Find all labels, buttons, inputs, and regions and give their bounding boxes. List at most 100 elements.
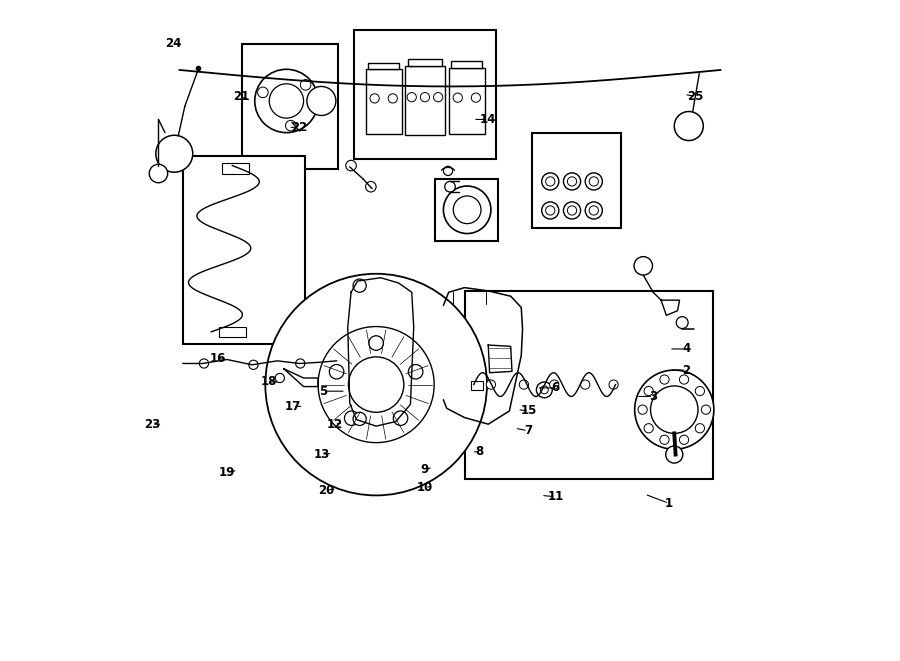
Circle shape bbox=[257, 87, 268, 98]
Circle shape bbox=[149, 165, 167, 182]
Circle shape bbox=[567, 176, 577, 186]
Circle shape bbox=[585, 202, 602, 219]
Text: 21: 21 bbox=[233, 90, 249, 103]
Circle shape bbox=[542, 202, 559, 219]
Circle shape bbox=[275, 373, 284, 383]
Circle shape bbox=[345, 411, 359, 426]
Circle shape bbox=[346, 161, 356, 171]
Circle shape bbox=[269, 84, 303, 118]
Circle shape bbox=[307, 87, 336, 116]
Circle shape bbox=[676, 317, 688, 329]
Text: 5: 5 bbox=[319, 385, 327, 398]
Text: 10: 10 bbox=[417, 481, 433, 494]
Bar bbox=[405, 66, 445, 136]
Circle shape bbox=[545, 206, 555, 215]
Circle shape bbox=[353, 279, 366, 292]
Circle shape bbox=[638, 405, 647, 414]
Circle shape bbox=[296, 359, 305, 368]
Circle shape bbox=[370, 94, 379, 103]
Circle shape bbox=[540, 386, 548, 394]
Circle shape bbox=[696, 387, 705, 396]
Text: 12: 12 bbox=[327, 418, 343, 431]
Circle shape bbox=[563, 173, 580, 190]
Circle shape bbox=[266, 274, 487, 495]
Text: 18: 18 bbox=[260, 375, 277, 389]
Circle shape bbox=[329, 364, 344, 379]
Bar bbox=[436, 178, 499, 241]
Circle shape bbox=[454, 196, 481, 223]
Circle shape bbox=[444, 186, 490, 233]
Circle shape bbox=[550, 380, 559, 389]
Circle shape bbox=[486, 380, 496, 389]
Circle shape bbox=[674, 112, 703, 141]
Text: 4: 4 bbox=[682, 342, 690, 356]
Circle shape bbox=[680, 375, 688, 384]
Circle shape bbox=[660, 435, 669, 444]
Circle shape bbox=[301, 79, 310, 90]
Circle shape bbox=[580, 380, 590, 389]
Bar bbox=[183, 156, 305, 344]
Text: 7: 7 bbox=[524, 424, 532, 438]
Circle shape bbox=[644, 387, 653, 396]
Circle shape bbox=[545, 176, 555, 186]
Circle shape bbox=[634, 256, 652, 275]
Circle shape bbox=[634, 370, 714, 449]
Circle shape bbox=[472, 93, 481, 102]
Circle shape bbox=[609, 380, 618, 389]
Bar bbox=[449, 68, 485, 134]
Circle shape bbox=[519, 380, 528, 389]
Circle shape bbox=[369, 336, 383, 350]
Bar bbox=[368, 63, 400, 69]
Circle shape bbox=[563, 202, 580, 219]
Text: 19: 19 bbox=[219, 466, 235, 479]
Bar bbox=[533, 133, 622, 228]
Circle shape bbox=[444, 167, 453, 175]
Circle shape bbox=[453, 93, 463, 102]
Circle shape bbox=[542, 173, 559, 190]
Circle shape bbox=[644, 424, 653, 433]
Circle shape bbox=[585, 173, 602, 190]
Text: 22: 22 bbox=[292, 121, 308, 134]
Circle shape bbox=[536, 382, 553, 398]
Circle shape bbox=[660, 375, 669, 384]
Bar bbox=[408, 59, 442, 66]
Text: 20: 20 bbox=[318, 484, 334, 496]
Circle shape bbox=[680, 435, 688, 444]
Bar bbox=[222, 163, 248, 174]
Circle shape bbox=[388, 94, 398, 103]
Bar bbox=[355, 30, 496, 159]
Bar bbox=[451, 61, 482, 68]
Circle shape bbox=[666, 446, 683, 463]
Text: 16: 16 bbox=[210, 352, 226, 366]
Circle shape bbox=[156, 136, 193, 173]
Text: 25: 25 bbox=[688, 90, 704, 103]
Circle shape bbox=[318, 327, 434, 443]
Circle shape bbox=[407, 93, 417, 102]
Circle shape bbox=[285, 120, 296, 131]
Bar bbox=[365, 69, 401, 134]
Circle shape bbox=[420, 93, 429, 102]
Circle shape bbox=[701, 405, 710, 414]
Circle shape bbox=[696, 424, 705, 433]
Text: 1: 1 bbox=[665, 497, 673, 510]
Bar bbox=[465, 291, 713, 479]
Bar bbox=[471, 381, 483, 390]
Circle shape bbox=[567, 206, 577, 215]
Circle shape bbox=[590, 206, 598, 215]
Circle shape bbox=[651, 386, 698, 434]
Bar bbox=[242, 44, 338, 169]
Circle shape bbox=[365, 181, 376, 192]
Text: 2: 2 bbox=[682, 364, 690, 377]
Text: 11: 11 bbox=[547, 490, 563, 503]
Circle shape bbox=[409, 364, 423, 379]
Circle shape bbox=[445, 181, 455, 192]
Text: 13: 13 bbox=[313, 448, 329, 461]
Circle shape bbox=[348, 357, 404, 412]
Text: 17: 17 bbox=[285, 400, 302, 413]
Text: 9: 9 bbox=[421, 463, 429, 475]
Text: 23: 23 bbox=[144, 418, 160, 431]
Text: 3: 3 bbox=[649, 390, 657, 403]
Text: 14: 14 bbox=[480, 113, 497, 126]
Circle shape bbox=[353, 412, 366, 426]
Text: 8: 8 bbox=[475, 446, 484, 458]
